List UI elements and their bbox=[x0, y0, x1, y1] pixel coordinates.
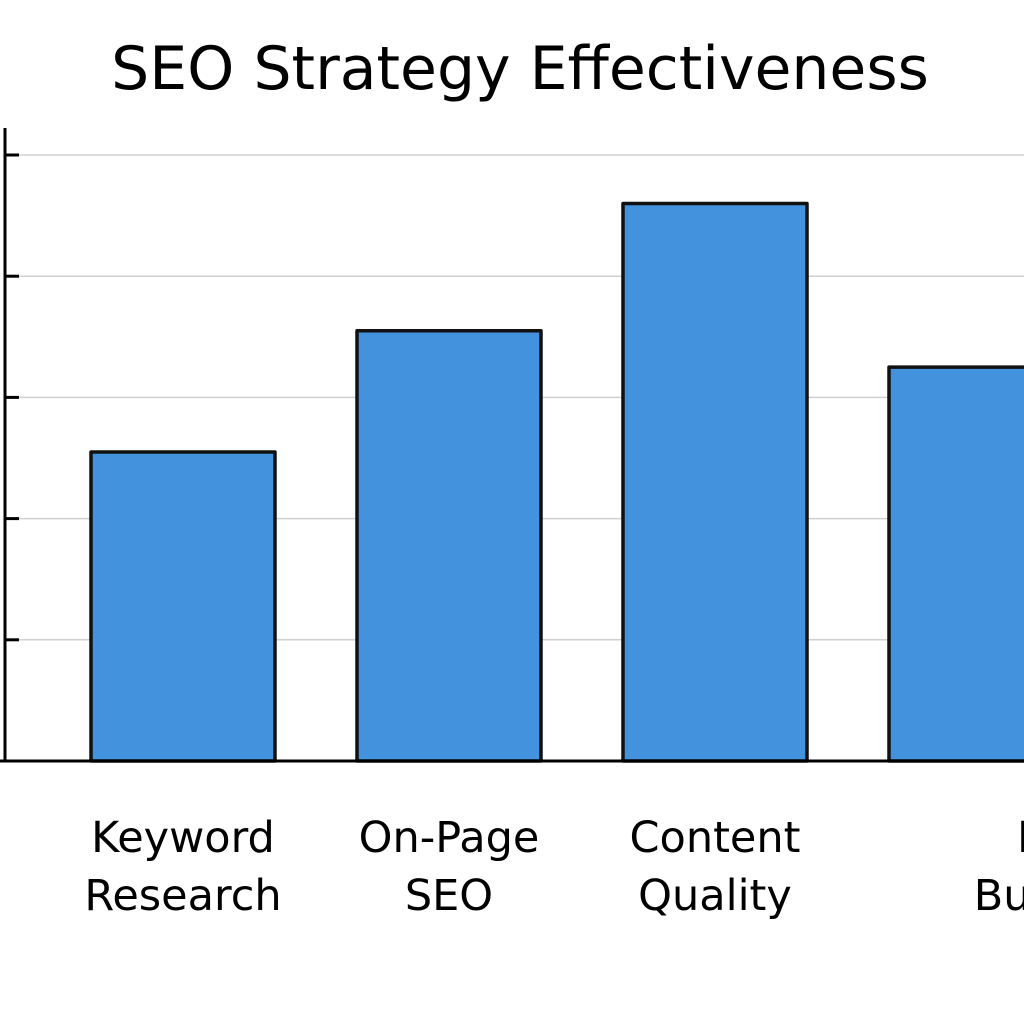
x-tick-label: SEO bbox=[405, 871, 493, 921]
x-tick-label: Research bbox=[84, 871, 281, 921]
x-tick-label: Building bbox=[974, 871, 1024, 921]
label-layer: Keyword Research On-Page SEO Content Quality L… bbox=[84, 813, 1024, 921]
x-tick-label: Keyword bbox=[91, 813, 275, 863]
x-tick-label: Content bbox=[629, 813, 800, 863]
chart-title: SEO Strategy Effectiveness bbox=[111, 34, 929, 104]
x-tick-label: Link bbox=[1017, 813, 1024, 863]
x-tick-label: On-Page bbox=[359, 813, 540, 863]
bar bbox=[621, 201, 809, 763]
bar-layer bbox=[89, 201, 1024, 763]
bar bbox=[89, 450, 277, 763]
axis-layer bbox=[0, 128, 1024, 763]
x-tick-label: Quality bbox=[638, 871, 792, 921]
bar bbox=[355, 328, 543, 763]
bar bbox=[887, 365, 1024, 763]
